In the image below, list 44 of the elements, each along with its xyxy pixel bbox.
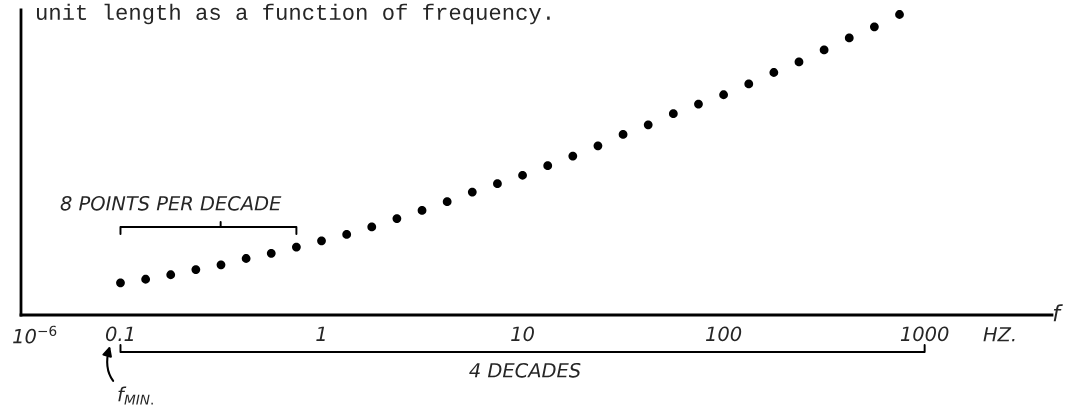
point [844, 33, 854, 43]
x-axis-title: f [1053, 304, 1063, 322]
point [744, 79, 754, 89]
point [166, 270, 176, 280]
point [543, 161, 553, 171]
point [518, 170, 527, 180]
x-tick-label: 1 [316, 326, 325, 341]
point [467, 187, 477, 197]
point [141, 274, 151, 284]
point [392, 214, 402, 223]
point [493, 179, 502, 189]
point [266, 249, 276, 258]
text: 4 DECADES [469, 362, 581, 378]
point [241, 254, 251, 263]
chart-title: unit length as a function of frequency. [37, 3, 550, 25]
point [568, 151, 578, 161]
point [216, 260, 226, 270]
text: f$_{MIN.}$ [118, 386, 153, 405]
point [794, 57, 804, 67]
point [719, 90, 728, 100]
point [116, 278, 125, 288]
point [417, 206, 427, 215]
point [618, 130, 628, 139]
text: 10$^{−6}$ [13, 325, 57, 344]
point [342, 230, 352, 239]
annotation: 8 POINTS PER DECADE [60, 195, 282, 211]
text: HZ. [983, 327, 1015, 342]
point [317, 236, 326, 246]
point [191, 265, 201, 275]
point [895, 10, 904, 19]
point [694, 99, 703, 109]
point [769, 68, 779, 77]
point [819, 45, 829, 55]
point [869, 22, 879, 32]
x-tick-label: 0.1 [105, 326, 133, 342]
point [292, 242, 301, 252]
x-tick-label: 10 [511, 326, 534, 342]
point [643, 120, 653, 130]
point [668, 109, 678, 119]
x-tick-label: 100 [706, 326, 742, 342]
point [442, 197, 452, 207]
point [593, 141, 603, 151]
x-tick-label: 1000 [900, 326, 949, 342]
point [367, 222, 377, 232]
